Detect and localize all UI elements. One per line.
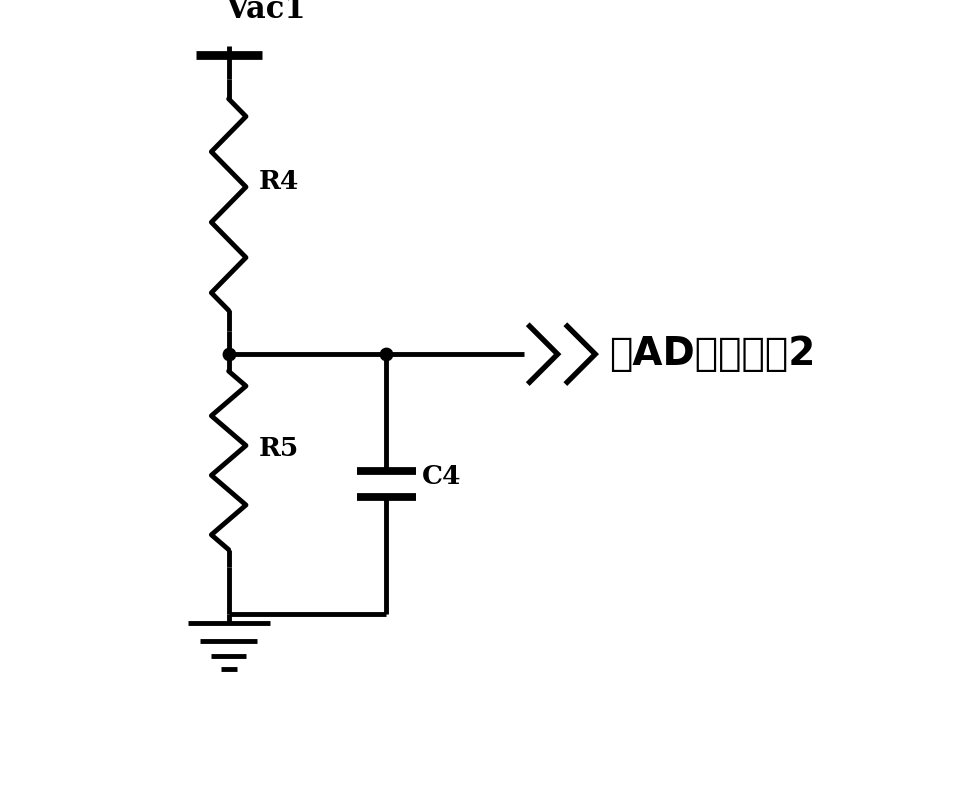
Text: R5: R5 bbox=[259, 436, 299, 461]
Text: R4: R4 bbox=[259, 168, 299, 194]
Text: 至AD转换通道2: 至AD转换通道2 bbox=[609, 335, 816, 373]
Point bbox=[221, 348, 236, 360]
Point bbox=[379, 348, 394, 360]
Text: C4: C4 bbox=[422, 464, 461, 489]
Text: Vac1: Vac1 bbox=[225, 0, 306, 25]
